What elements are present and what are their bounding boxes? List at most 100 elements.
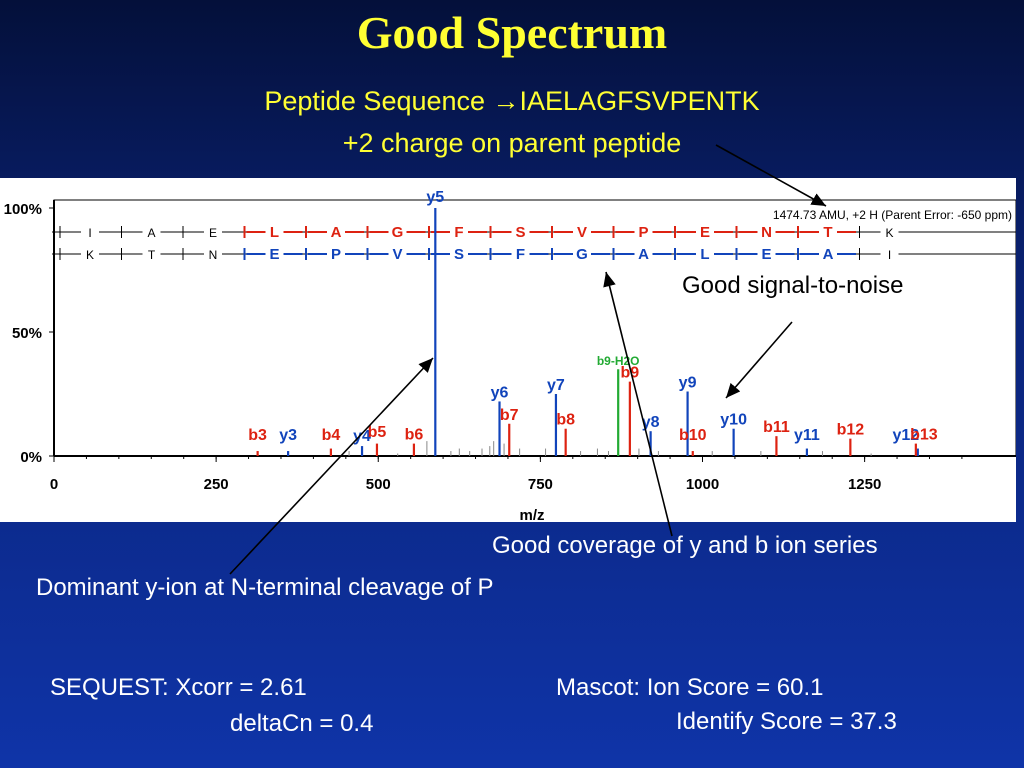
b-ion-ladder-residue: F [454, 224, 463, 241]
peak-label: b5 [368, 424, 387, 441]
b-ion-ladder-residue-bg [327, 223, 345, 239]
b-ion-ladder-residue-bg [511, 223, 530, 239]
peptide-sequence-line: Peptide Sequence →IAELAGFSVPENTK [264, 86, 760, 116]
b-ion-ladder-residue: V [577, 224, 587, 241]
b-ion-ladder-residue-bg [757, 223, 776, 239]
sequest-deltacn: deltaCn = 0.4 [230, 710, 374, 737]
b-ion-ladder-residue: E [700, 224, 710, 241]
y-ion-ladder-residue-bg [204, 245, 222, 261]
mascot-identify-score: Identify Score = 37.3 [676, 708, 897, 735]
dominant-ion-arrow [229, 357, 434, 575]
coverage-annotation: Good coverage of y and b ion series [492, 532, 878, 559]
y-ion-ladder-residue-bg [265, 245, 284, 261]
y-ion-ladder-residue: E [269, 246, 279, 263]
signal-noise-arrow [725, 321, 793, 399]
y-ion-ladder-residue-bg [142, 245, 161, 261]
b-ion-ladder-residue-bg [573, 223, 591, 239]
peak-label: y4 [353, 428, 371, 445]
y-ion-ladder-residue: F [516, 246, 525, 263]
signal-noise-annotation: Good signal-to-noise [682, 272, 904, 299]
b-ion-ladder-residue: T [823, 224, 832, 241]
x-tick-label: 1000 [686, 476, 719, 493]
coverage-arrow [603, 271, 673, 537]
b-ion-ladder-residue: G [392, 224, 404, 241]
peak-label: y8 [642, 414, 660, 431]
x-tick-label: 250 [204, 476, 229, 493]
mascot-ion-score: Mascot: Ion Score = 60.1 [556, 674, 824, 701]
x-axis-label: m/z [519, 507, 544, 522]
y-ion-ladder-residue-bg [880, 245, 899, 261]
peak-label: y5 [426, 189, 444, 206]
b-ion-ladder-residue: S [515, 224, 525, 241]
y-ion-ladder-residue: E [761, 246, 771, 263]
y-ion-ladder-residue-bg [757, 245, 776, 261]
y-ion-ladder-residue: I [888, 248, 891, 262]
y-ion-ladder-residue: S [454, 246, 464, 263]
y-ion-ladder-residue-bg [634, 245, 653, 261]
charge-line: +2 charge on parent peptide [342, 128, 682, 158]
b-ion-ladder-residue-bg [819, 223, 837, 239]
x-tick-label: 750 [528, 476, 553, 493]
y-ion-ladder-residue: N [209, 248, 218, 262]
peak-label: y3 [279, 427, 297, 444]
y-ion-ladder-residue: L [700, 246, 709, 263]
parent-info-arrow [715, 144, 827, 207]
peak-label: b11 [763, 419, 790, 436]
y-ion-ladder-residue: K [86, 248, 94, 262]
y-ion-ladder-residue: G [576, 246, 588, 263]
y-ion-ladder-residue-bg [388, 245, 407, 261]
peak-label: y12 [892, 427, 919, 444]
y-ion-ladder-residue: P [331, 246, 341, 263]
peak-label: y6 [491, 384, 509, 401]
peak-label: y9 [679, 375, 697, 392]
y-ion-ladder-residue-bg [573, 245, 591, 261]
b-ion-ladder-residue: K [885, 226, 893, 240]
b-ion-ladder-residue: L [270, 224, 279, 241]
b-ion-ladder-residue: P [638, 224, 648, 241]
b-ion-ladder-residue-bg [450, 223, 468, 239]
y-ion-ladder-residue-bg [81, 245, 99, 261]
b-ion-ladder-residue: A [147, 226, 155, 240]
x-tick-label: 1250 [848, 476, 881, 493]
y-ion-ladder-residue: V [392, 246, 402, 263]
y-ion-ladder-residue: A [638, 246, 649, 263]
b-ion-ladder-residue-bg [81, 223, 99, 239]
x-tick-label: 0 [50, 476, 58, 493]
y-ion-ladder-residue-bg [696, 245, 714, 261]
y-tick-label: 50% [12, 325, 42, 342]
peak-label: b12 [837, 422, 865, 439]
y-tick-label: 100% [4, 201, 42, 218]
y-ion-ladder-residue-bg [327, 245, 345, 261]
peak-label: b9 [621, 365, 640, 382]
b-ion-ladder-residue: I [88, 226, 91, 240]
b-ion-ladder-residue-bg [142, 223, 161, 239]
peak-label: b3 [248, 427, 267, 444]
y-ion-ladder-residue-bg [450, 245, 468, 261]
y-ion-ladder-residue: T [148, 248, 156, 262]
peak-label: y11 [794, 427, 820, 444]
y-ion-ladder-residue-bg [511, 245, 530, 261]
b-ion-ladder-residue-bg [265, 223, 284, 239]
y-ion-ladder-residue-bg [819, 245, 837, 261]
b-ion-ladder-residue: E [209, 226, 217, 240]
b-ion-ladder-residue-bg [388, 223, 407, 239]
peak-label: b8 [556, 412, 575, 429]
b-ion-ladder-residue-bg [880, 223, 899, 239]
peak-label: y10 [720, 412, 747, 429]
peak-label: b13 [910, 427, 938, 444]
peak-label: y7 [547, 377, 565, 394]
b-ion-ladder-residue-bg [634, 223, 653, 239]
parent-info: 1474.73 AMU, +2 H (Parent Error: -650 pp… [773, 208, 1012, 222]
sequest-xcorr: SEQUEST: Xcorr = 2.61 [50, 674, 307, 701]
y-tick-label: 0% [20, 449, 42, 466]
b-ion-ladder-residue-bg [204, 223, 222, 239]
x-tick-label: 500 [366, 476, 391, 493]
peak-label: b6 [405, 427, 424, 444]
b-ion-ladder-residue: N [761, 224, 772, 241]
peak-label: b10 [679, 427, 707, 444]
b-ion-ladder-residue-bg [696, 223, 714, 239]
b-ion-ladder-residue: A [331, 224, 342, 241]
peak-label: b7 [500, 407, 519, 424]
y-ion-ladder-residue: A [823, 246, 834, 263]
